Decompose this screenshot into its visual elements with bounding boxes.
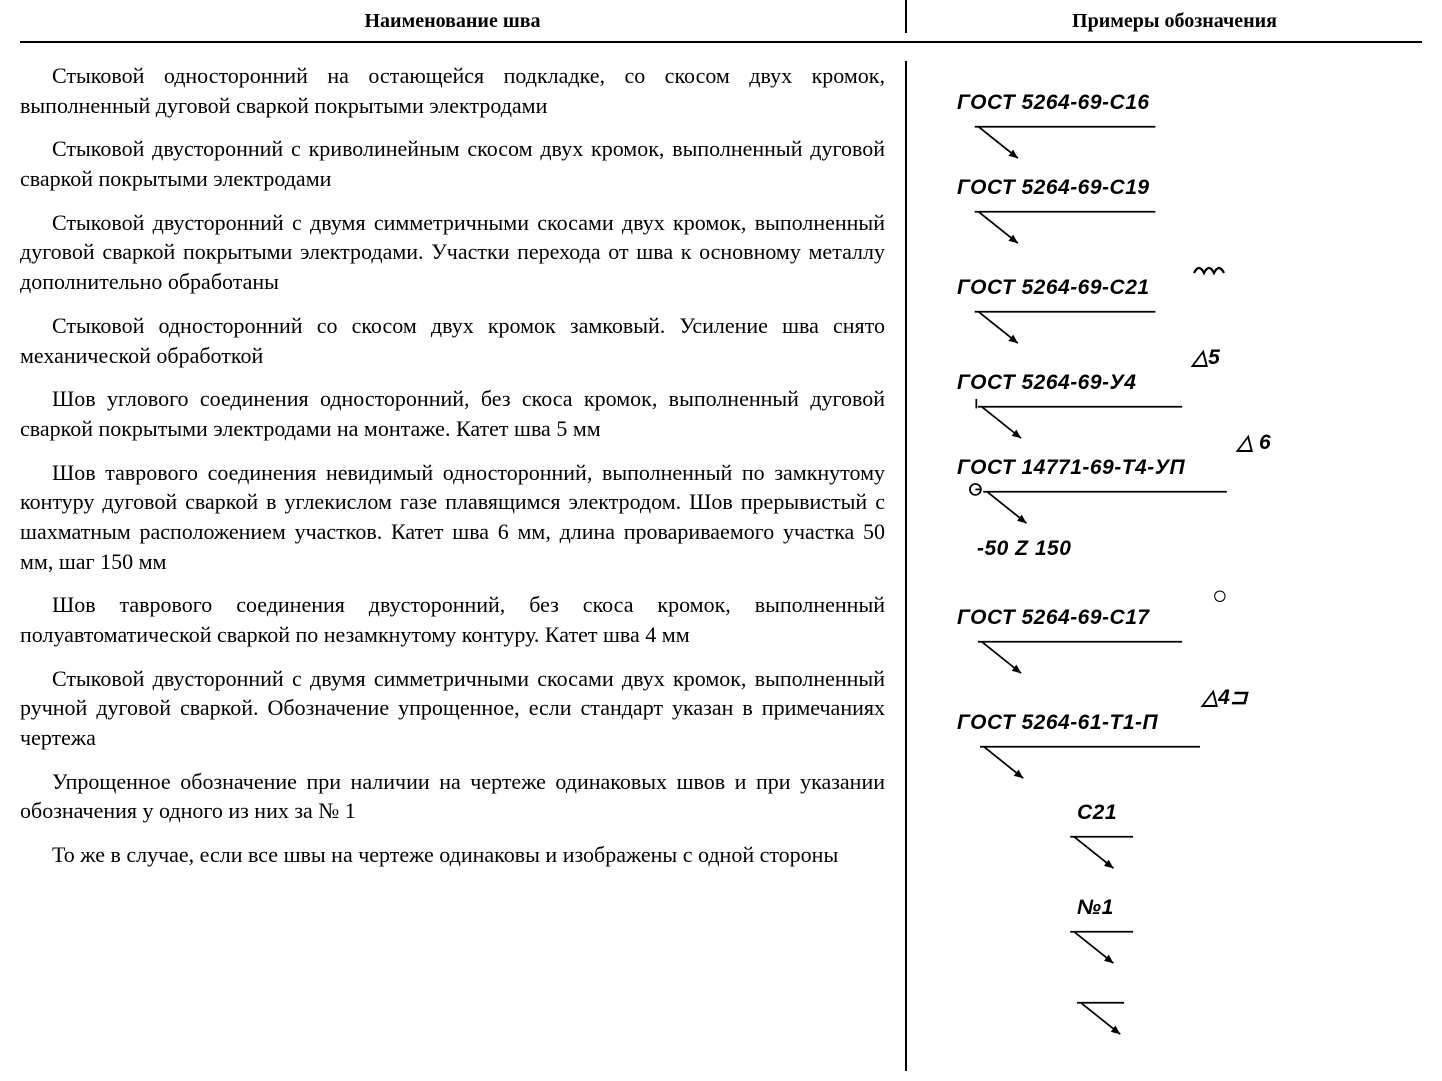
weld-symbol-svg xyxy=(937,300,1197,355)
weld-description: Упрощенное обозначение при наличии на че… xyxy=(20,767,885,826)
designation-text-wrap: С21 xyxy=(937,801,1172,825)
designations-column: ГОСТ 5264-69-С16 ГОСТ 5264-69-С19 ГОСТ 5… xyxy=(907,61,1422,1071)
weld-designation: ГОСТ 5264-69-С21 xyxy=(937,276,1197,355)
wavy-symbol-icon xyxy=(1192,258,1242,278)
designation-label: ГОСТ 5264-69-У4 xyxy=(957,371,1136,394)
weld-description: Стыковой двусторонний с криволинейным ск… xyxy=(20,134,885,193)
weld-designation: ГОСТ 5264-69-У4 △5 xyxy=(937,371,1227,450)
weld-designation xyxy=(937,991,1162,1046)
weld-description: Стыковой односторонний на остающейся под… xyxy=(20,61,885,120)
designation-label: С21 xyxy=(1077,801,1117,824)
weld-symbol-svg xyxy=(937,115,1197,170)
weld-designation: ГОСТ 14771-69-Т4-УП △ 6 -50 Z 150 xyxy=(937,456,1277,561)
weld-designation: С21 xyxy=(937,801,1172,880)
weld-description: Стыковой односторонний со скосом двух кр… xyxy=(20,311,885,370)
designation-text-wrap: ГОСТ 5264-69-С19 xyxy=(937,176,1197,200)
designation-label: №1 xyxy=(1077,896,1114,919)
designation-text-wrap: ГОСТ 5264-69-С17 ○ xyxy=(937,606,1227,630)
weld-designation: №1 xyxy=(937,896,1172,975)
designation-text-wrap: ГОСТ 5264-69-С16 xyxy=(937,91,1197,115)
extra-symbol: △ 6 xyxy=(1237,430,1271,455)
weld-designation: ГОСТ 5264-69-С19 xyxy=(937,176,1197,255)
weld-symbol-svg xyxy=(937,920,1172,975)
weld-description: То же в случае, если все швы на чертеже … xyxy=(20,840,885,870)
weld-symbol-svg xyxy=(937,395,1227,450)
weld-designation: ГОСТ 5264-69-С17 ○ xyxy=(937,606,1227,685)
designation-text-wrap: ГОСТ 5264-61-Т1-П △4⊐ xyxy=(937,711,1247,735)
weld-description: Стыковой двусторонний с двумя симметричн… xyxy=(20,664,885,753)
designation-label: ГОСТ 5264-69-С19 xyxy=(957,176,1150,199)
table-header: Наименование шва Примеры обозначения xyxy=(20,10,1422,43)
weld-symbol-svg xyxy=(937,480,1277,535)
weld-description: Шов углового соединения односторонний, б… xyxy=(20,384,885,443)
weld-description: Шов таврового соединения невидимый однос… xyxy=(20,458,885,577)
descriptions-column: Стыковой односторонний на остающейся под… xyxy=(20,61,905,1071)
designation-text-wrap: ГОСТ 14771-69-Т4-УП △ 6 xyxy=(937,456,1277,480)
extra-symbol: △5 xyxy=(1192,345,1220,370)
designation-text-wrap: ГОСТ 5264-69-У4 △5 xyxy=(937,371,1227,395)
designation-text-wrap: ГОСТ 5264-69-С21 xyxy=(937,276,1197,300)
designation-label: ГОСТ 5264-69-С21 xyxy=(957,276,1150,299)
weld-symbol-svg xyxy=(937,735,1247,790)
weld-description: Стыковой двусторонний с двумя симметричн… xyxy=(20,208,885,297)
designation-label: ГОСТ 5264-69-С17 xyxy=(957,606,1150,629)
weld-symbol-svg xyxy=(937,825,1172,880)
designation-label-line2: -50 Z 150 xyxy=(977,537,1277,561)
weld-designation: ГОСТ 5264-69-С16 xyxy=(937,91,1197,170)
weld-symbol-svg xyxy=(937,630,1227,685)
designation-label: ГОСТ 5264-69-С16 xyxy=(957,91,1150,114)
extra-symbol: ○ xyxy=(1212,580,1228,611)
header-left: Наименование шва xyxy=(20,10,905,33)
weld-description: Шов таврового соединения двусторонний, б… xyxy=(20,590,885,649)
weld-symbol-svg xyxy=(937,200,1197,255)
designation-label: ГОСТ 5264-61-Т1-П xyxy=(957,711,1158,734)
extra-symbol: △4⊐ xyxy=(1202,685,1247,710)
content-row: Стыковой односторонний на остающейся под… xyxy=(20,61,1422,1071)
weld-designation: ГОСТ 5264-61-Т1-П △4⊐ xyxy=(937,711,1247,790)
designation-label: ГОСТ 14771-69-Т4-УП xyxy=(957,456,1185,479)
weld-symbol-svg xyxy=(937,991,1162,1046)
header-right: Примеры обозначения xyxy=(907,10,1422,33)
designation-text-wrap: №1 xyxy=(937,896,1172,920)
